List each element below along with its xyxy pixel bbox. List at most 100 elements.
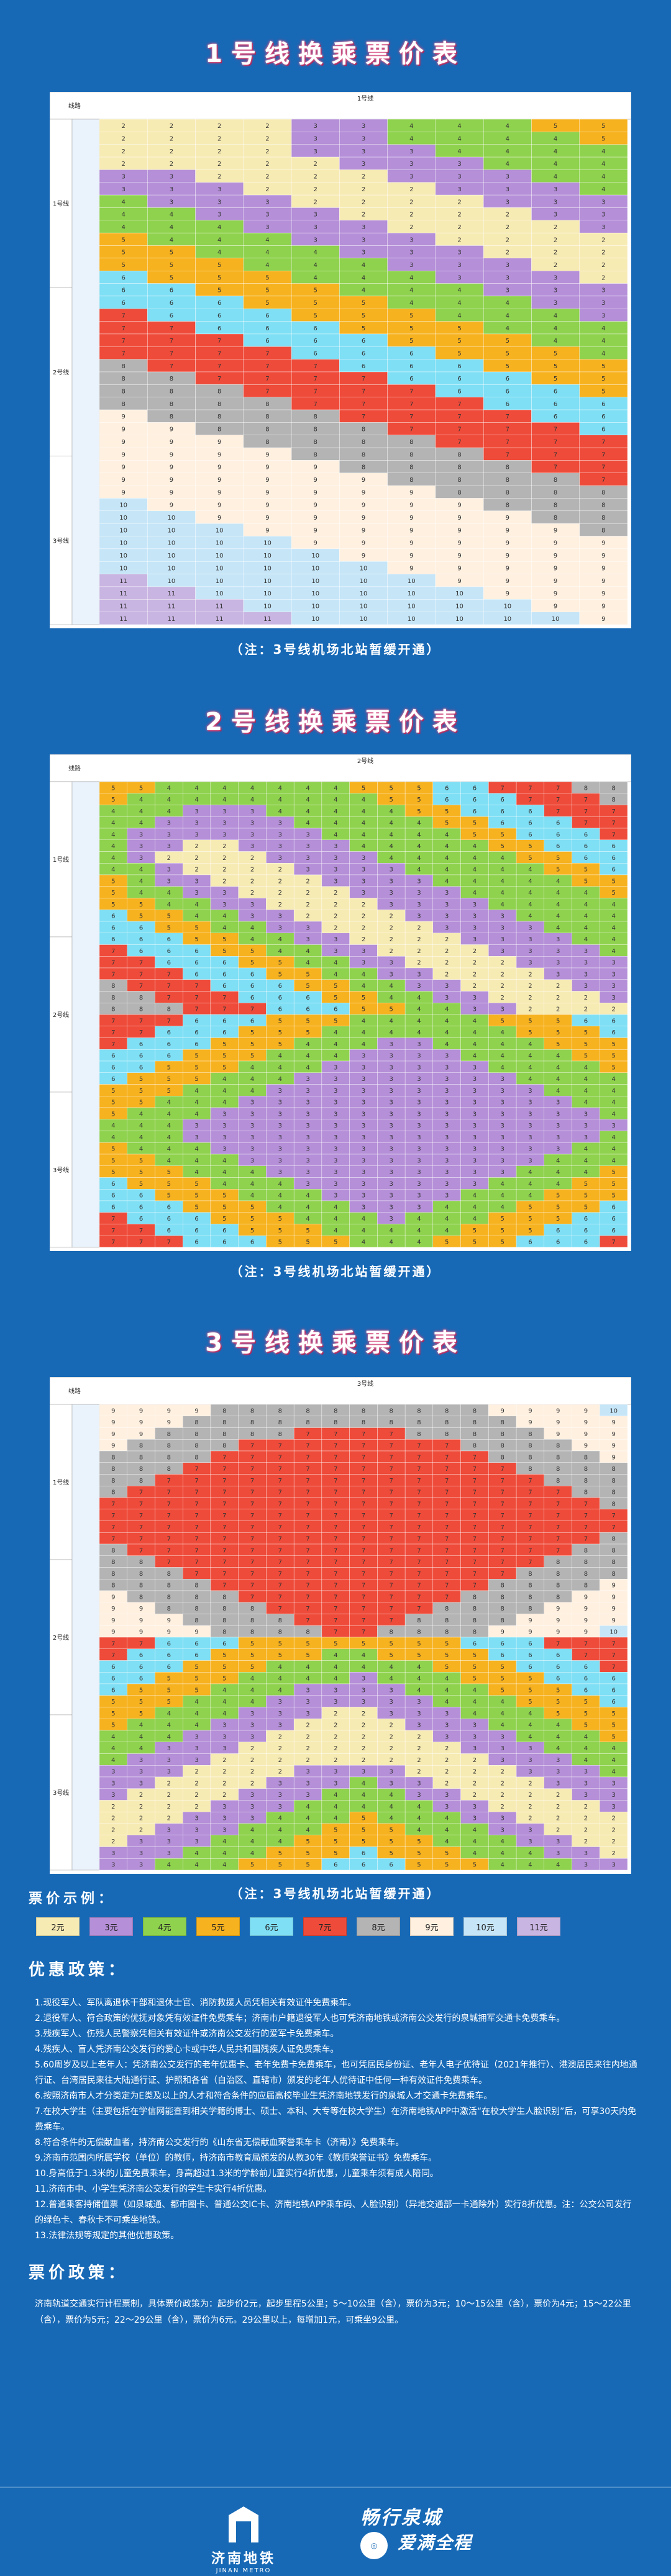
fare-cell-value: 5 (167, 1181, 171, 1188)
fare-cell-value: 3 (265, 224, 269, 231)
fare-cell-value: 6 (611, 1204, 615, 1211)
fare-cell-value: 5 (556, 1687, 560, 1694)
fare-cell-value: 5 (362, 785, 365, 792)
fare-cell-value: 5 (250, 1216, 254, 1222)
fare-cell-value: 5 (584, 1053, 588, 1060)
fare-cell-value: 5 (111, 878, 115, 885)
fare-cell-value: 2 (250, 890, 254, 897)
fare-cell-value: 3 (278, 1157, 282, 1164)
row-group-cell (50, 1091, 73, 1248)
fare-cell-value: 3 (390, 1699, 393, 1706)
fare-cell-value: 3 (194, 820, 198, 827)
fare-cell-value: 7 (417, 1571, 421, 1578)
fare-cell-value: 9 (506, 515, 509, 522)
fare-cell-value: 5 (278, 1216, 282, 1222)
fare-cell-value: 5 (167, 1676, 171, 1683)
fare-cell-value: 4 (500, 1029, 504, 1036)
fare-cell-value: 8 (139, 995, 143, 1001)
fare-cell-value: 7 (167, 983, 171, 990)
fare-cell-value: 7 (314, 401, 317, 408)
fare-cell-value: 7 (390, 1594, 393, 1601)
fare-cell-value: 4 (194, 1699, 198, 1706)
fare-cell-value: 3 (265, 212, 269, 219)
fare-cell-value: 4 (584, 1100, 588, 1106)
fare-cell-value: 4 (409, 123, 413, 130)
fare-cell-value: 5 (222, 1053, 226, 1060)
fare-cell-value: 3 (306, 1157, 309, 1164)
fare-cell-value: 5 (170, 262, 173, 269)
fare-cell-value: 5 (306, 1850, 309, 1857)
fare-cell-value: 3 (445, 1804, 449, 1810)
fare-cell-value: 3 (445, 913, 449, 920)
fare-cell-value: 7 (362, 1571, 365, 1578)
fare-cell-value: 8 (194, 1431, 198, 1438)
fare-cell-value: 4 (362, 1239, 365, 1246)
fare-cell-value: 3 (306, 1711, 309, 1717)
fare-cell-value: 2 (139, 1815, 143, 1822)
fare-cell-value: 8 (611, 1478, 615, 1485)
fare-cell-value: 4 (445, 1838, 449, 1845)
fare-cell-value: 6 (500, 1640, 504, 1647)
fare-cell-value: 7 (121, 312, 125, 319)
fare-cell-value: 9 (314, 540, 317, 547)
fare-cell-value: 2 (306, 913, 309, 920)
fare-cell-value: 3 (334, 1699, 337, 1706)
fare-cell-value: 7 (417, 1559, 421, 1566)
fare-cell-value: 3 (473, 1181, 477, 1188)
fare-cell-value: 2 (611, 1838, 615, 1845)
fare-cell-value: 6 (334, 1862, 337, 1869)
fare-cell-value: 4 (611, 936, 615, 943)
fare-cell-value: 4 (473, 1041, 477, 1048)
fare-cell-value: 5 (250, 1640, 254, 1647)
fare-cell-value: 8 (250, 1431, 254, 1438)
fare-cell-value: 8 (111, 995, 115, 1001)
fare-cell-value: 7 (278, 1454, 282, 1461)
fare-cell-value: 8 (167, 1454, 171, 1461)
fare-cell-value: 6 (506, 376, 509, 382)
fare-cell-value: 7 (556, 1547, 560, 1554)
fare-cell-value: 10 (216, 590, 224, 597)
fare-cell-value: 5 (417, 1652, 421, 1659)
fare-cell-value: 7 (167, 1489, 171, 1496)
fare-cell-value: 2 (554, 224, 557, 231)
fare-cell-value: 4 (556, 913, 560, 920)
fare-cell-value: 2 (111, 1815, 115, 1822)
fare-cell-value: 5 (139, 1699, 143, 1706)
fare-cell-value: 11 (119, 616, 127, 623)
fare-cell-value: 2 (528, 1804, 532, 1810)
fare-cell-value: 3 (500, 1815, 504, 1822)
fare-cell-value: 4 (554, 161, 557, 168)
fare-cell-value: 5 (457, 338, 461, 345)
fare-cell-value: 7 (611, 820, 615, 827)
fare-cell-value: 8 (611, 1466, 615, 1473)
fare-cell-value: 7 (445, 1536, 449, 1543)
fare-cell-value: 3 (390, 1146, 393, 1153)
fare-cell-value: 5 (409, 312, 413, 319)
fare-cell-value: 8 (528, 1594, 532, 1601)
fare-cell-value: 7 (306, 1501, 309, 1507)
fare-cell-value: 8 (278, 1419, 282, 1426)
fare-cell-value: 9 (554, 540, 557, 547)
fare-cell-value: 3 (457, 161, 461, 168)
fare-cell-value: 3 (167, 1745, 171, 1752)
fare-cell-value: 4 (500, 1722, 504, 1729)
fare-cell-value: 4 (445, 1204, 449, 1211)
fare-cell-value: 7 (334, 1489, 337, 1496)
fare-cell-value: 9 (554, 578, 557, 585)
fare-cell-value: 3 (250, 1722, 254, 1729)
legend-chip-8: 8元 (357, 1917, 400, 1936)
fare-cell-value: 9 (362, 540, 365, 547)
fare-cell-value: 2 (554, 250, 557, 256)
fare-cell-value: 3 (362, 1769, 365, 1776)
fare-cell-value: 4 (194, 1146, 198, 1153)
fare-cell-value: 11 (119, 603, 127, 610)
fare-cell-value: 3 (584, 1850, 588, 1857)
fare-cell-value: 2 (194, 843, 198, 850)
fare-cell-value: 4 (194, 1100, 198, 1106)
fare-cell-value: 7 (362, 414, 365, 420)
fare-cell-value: 4 (250, 785, 254, 792)
fare-cell-value: 2 (362, 924, 365, 931)
fare-cell-value: 8 (417, 1617, 421, 1624)
fare-cell-value: 5 (362, 1006, 365, 1013)
